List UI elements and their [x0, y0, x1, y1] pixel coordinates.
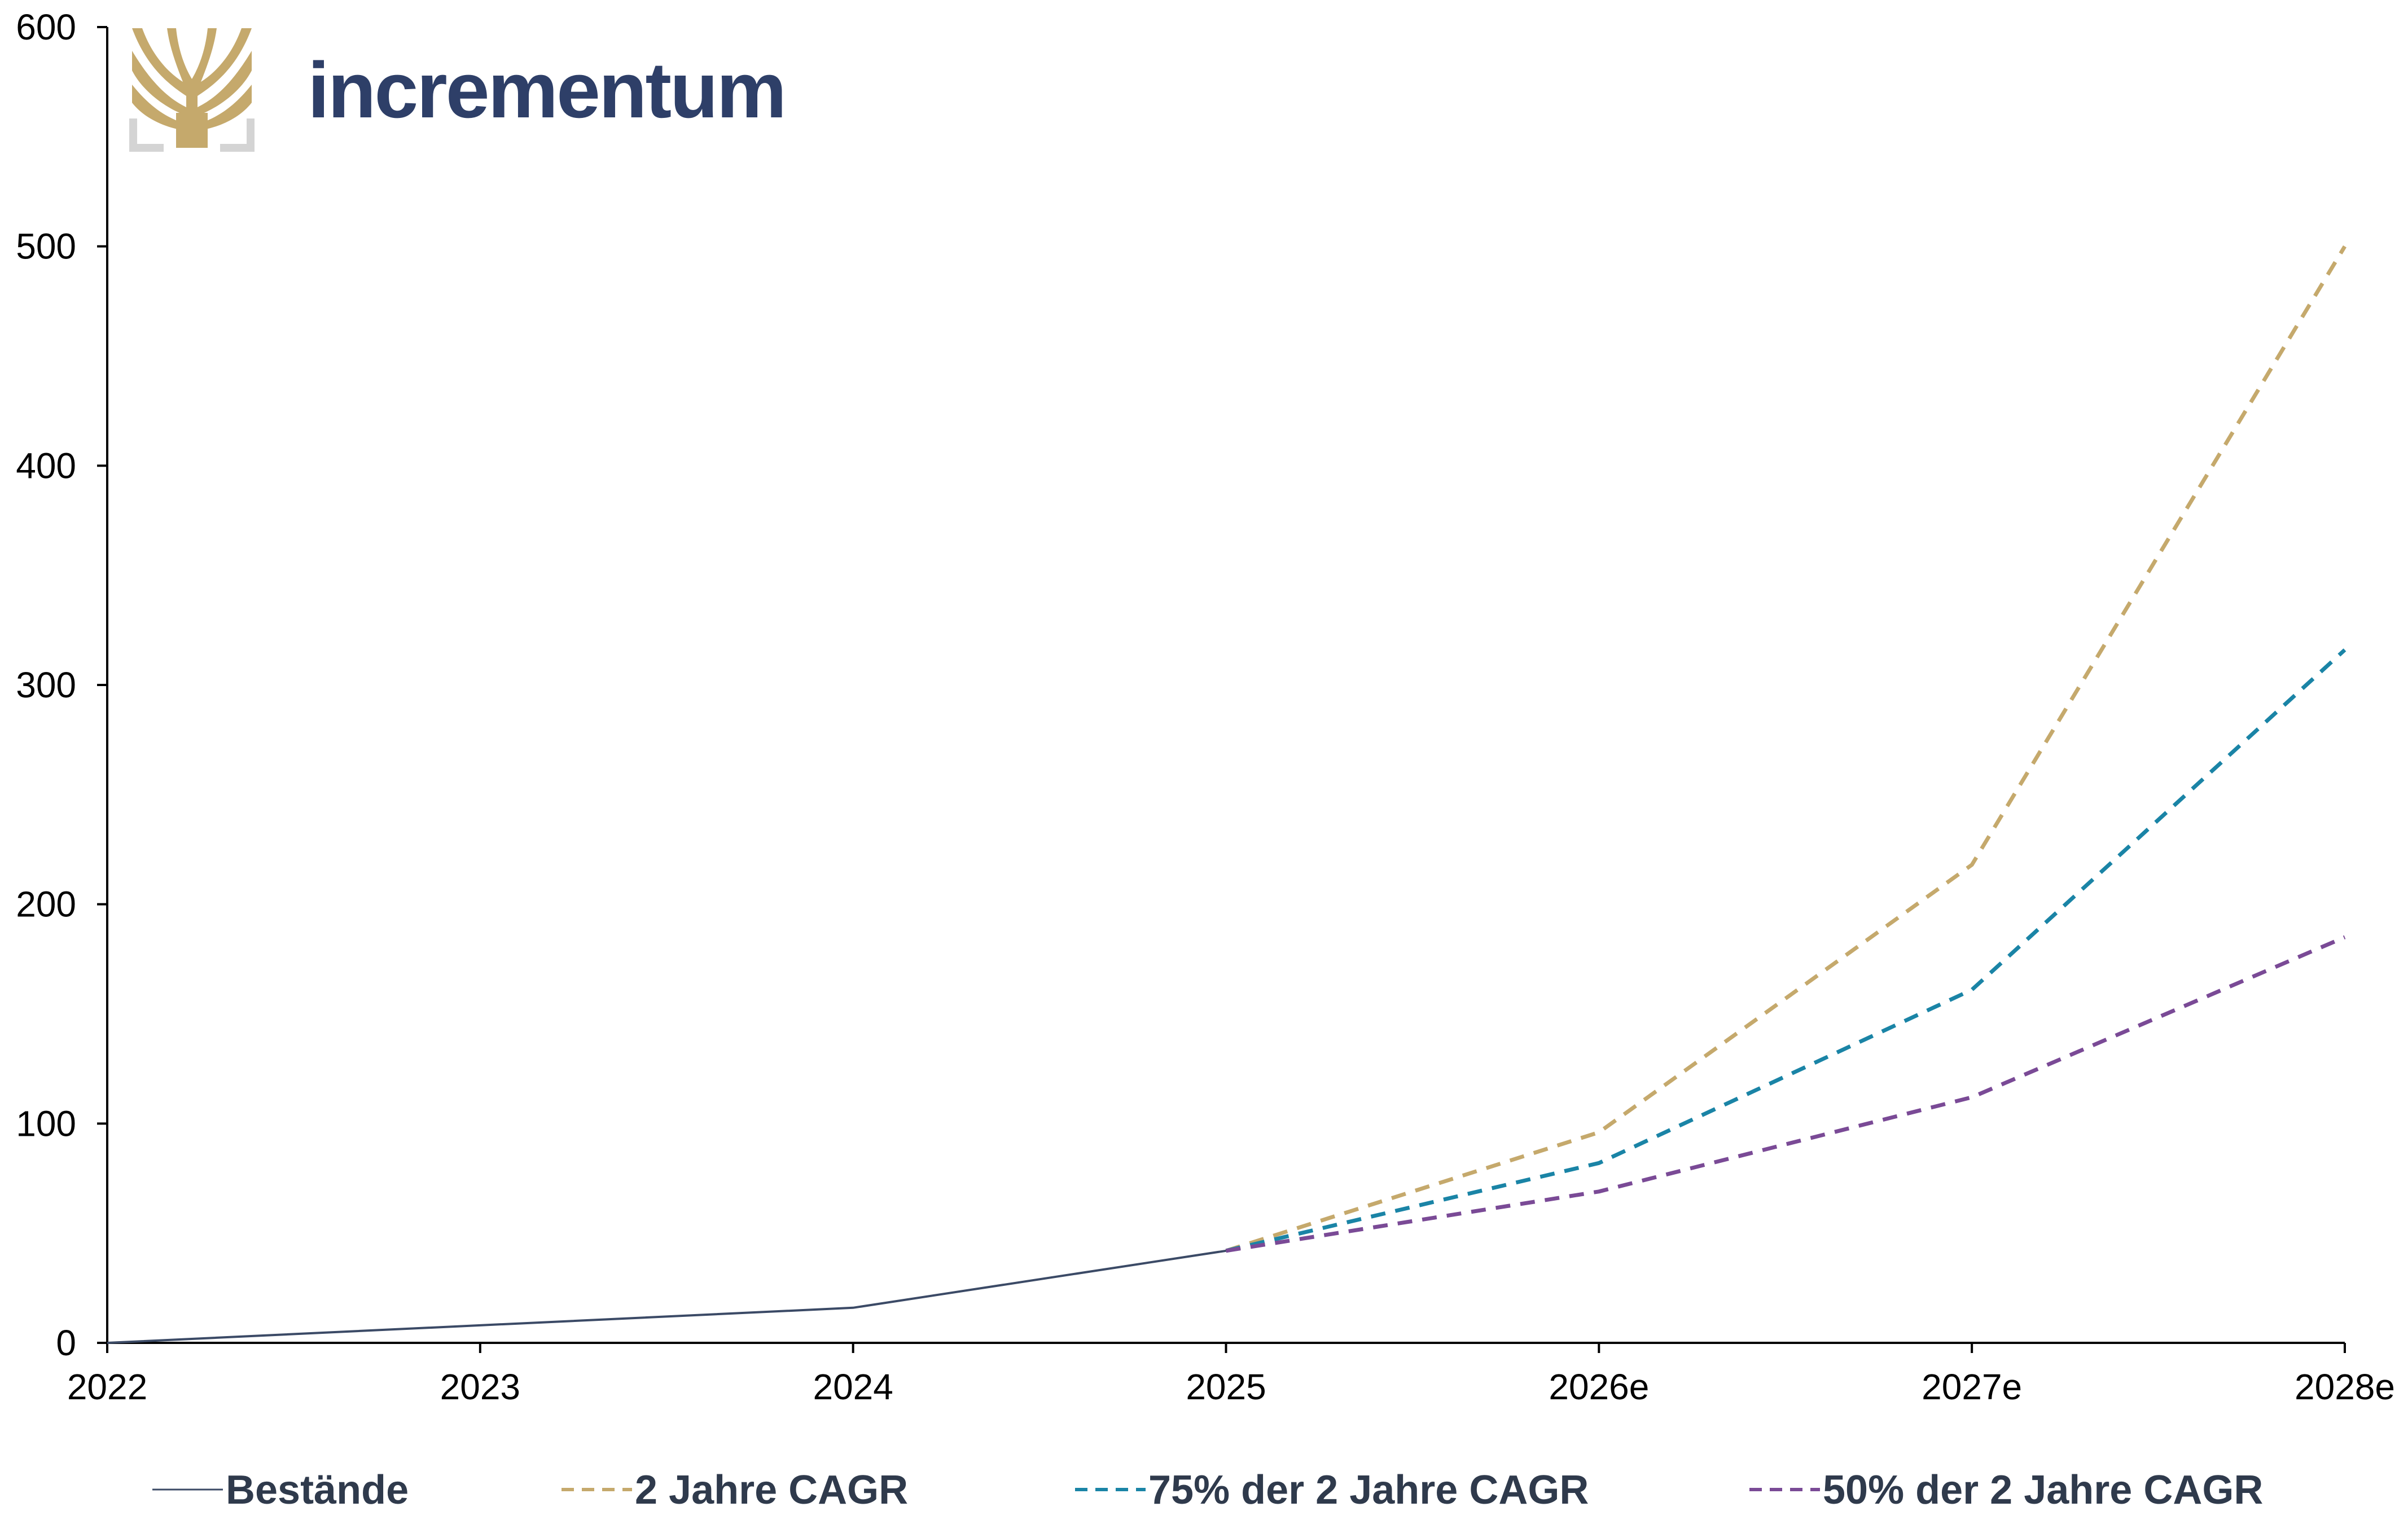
series-layer — [107, 245, 2346, 1344]
y-tick-label: 0 — [56, 1323, 76, 1363]
legend: Bestände 2 Jahre CAGR 75% der 2 Jahre CAGR… — [152, 1468, 2263, 1513]
x-tick-label: 2026e — [1549, 1367, 1649, 1407]
y-tick-label: 100 — [16, 1103, 76, 1144]
series-line-4 — [1225, 935, 2346, 1253]
y-tick-label: 600 — [16, 7, 76, 47]
x-tick-label: 2028e — [2295, 1367, 2395, 1407]
y-tick-label: 300 — [16, 665, 76, 705]
x-tick-label: 2027e — [1922, 1367, 2022, 1407]
x-tick-label: 2023 — [440, 1367, 520, 1407]
legend-item: 2 Jahre CAGR — [562, 1468, 908, 1513]
series-line-3 — [1225, 648, 2346, 1253]
x-tick-label: 2022 — [67, 1367, 147, 1407]
legend-label: 50% der 2 Jahre CAGR — [1823, 1468, 2263, 1513]
legend-label: 75% der 2 Jahre CAGR — [1148, 1468, 1589, 1513]
legend-item: 75% der 2 Jahre CAGR — [1075, 1468, 1589, 1513]
brand-name: incrementum — [308, 46, 785, 134]
y-tick-label: 200 — [16, 884, 76, 925]
chart-axes: 0 100 200 300 400 500 600 2022 2023 2024 2025 2026e… — [16, 7, 2395, 1407]
series-line-1 — [107, 1249, 1226, 1344]
y-tick-label: 400 — [16, 445, 76, 486]
legend-label: Bestände — [226, 1468, 409, 1513]
x-tick-label: 2025 — [1186, 1367, 1266, 1407]
x-tick-label: 2024 — [813, 1367, 893, 1407]
y-tick-label: 500 — [16, 226, 76, 267]
series-line-2 — [1225, 245, 2346, 1253]
legend-item: Bestände — [152, 1468, 409, 1513]
tree-icon — [129, 28, 255, 152]
brand-logo: incrementum — [129, 28, 787, 152]
legend-label: 2 Jahre CAGR — [635, 1468, 908, 1513]
legend-item: 50% der 2 Jahre CAGR — [1749, 1468, 2263, 1513]
